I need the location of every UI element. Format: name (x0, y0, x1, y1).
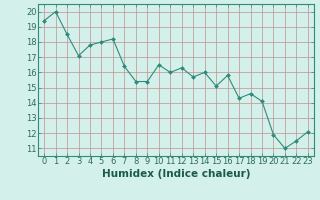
X-axis label: Humidex (Indice chaleur): Humidex (Indice chaleur) (102, 169, 250, 179)
